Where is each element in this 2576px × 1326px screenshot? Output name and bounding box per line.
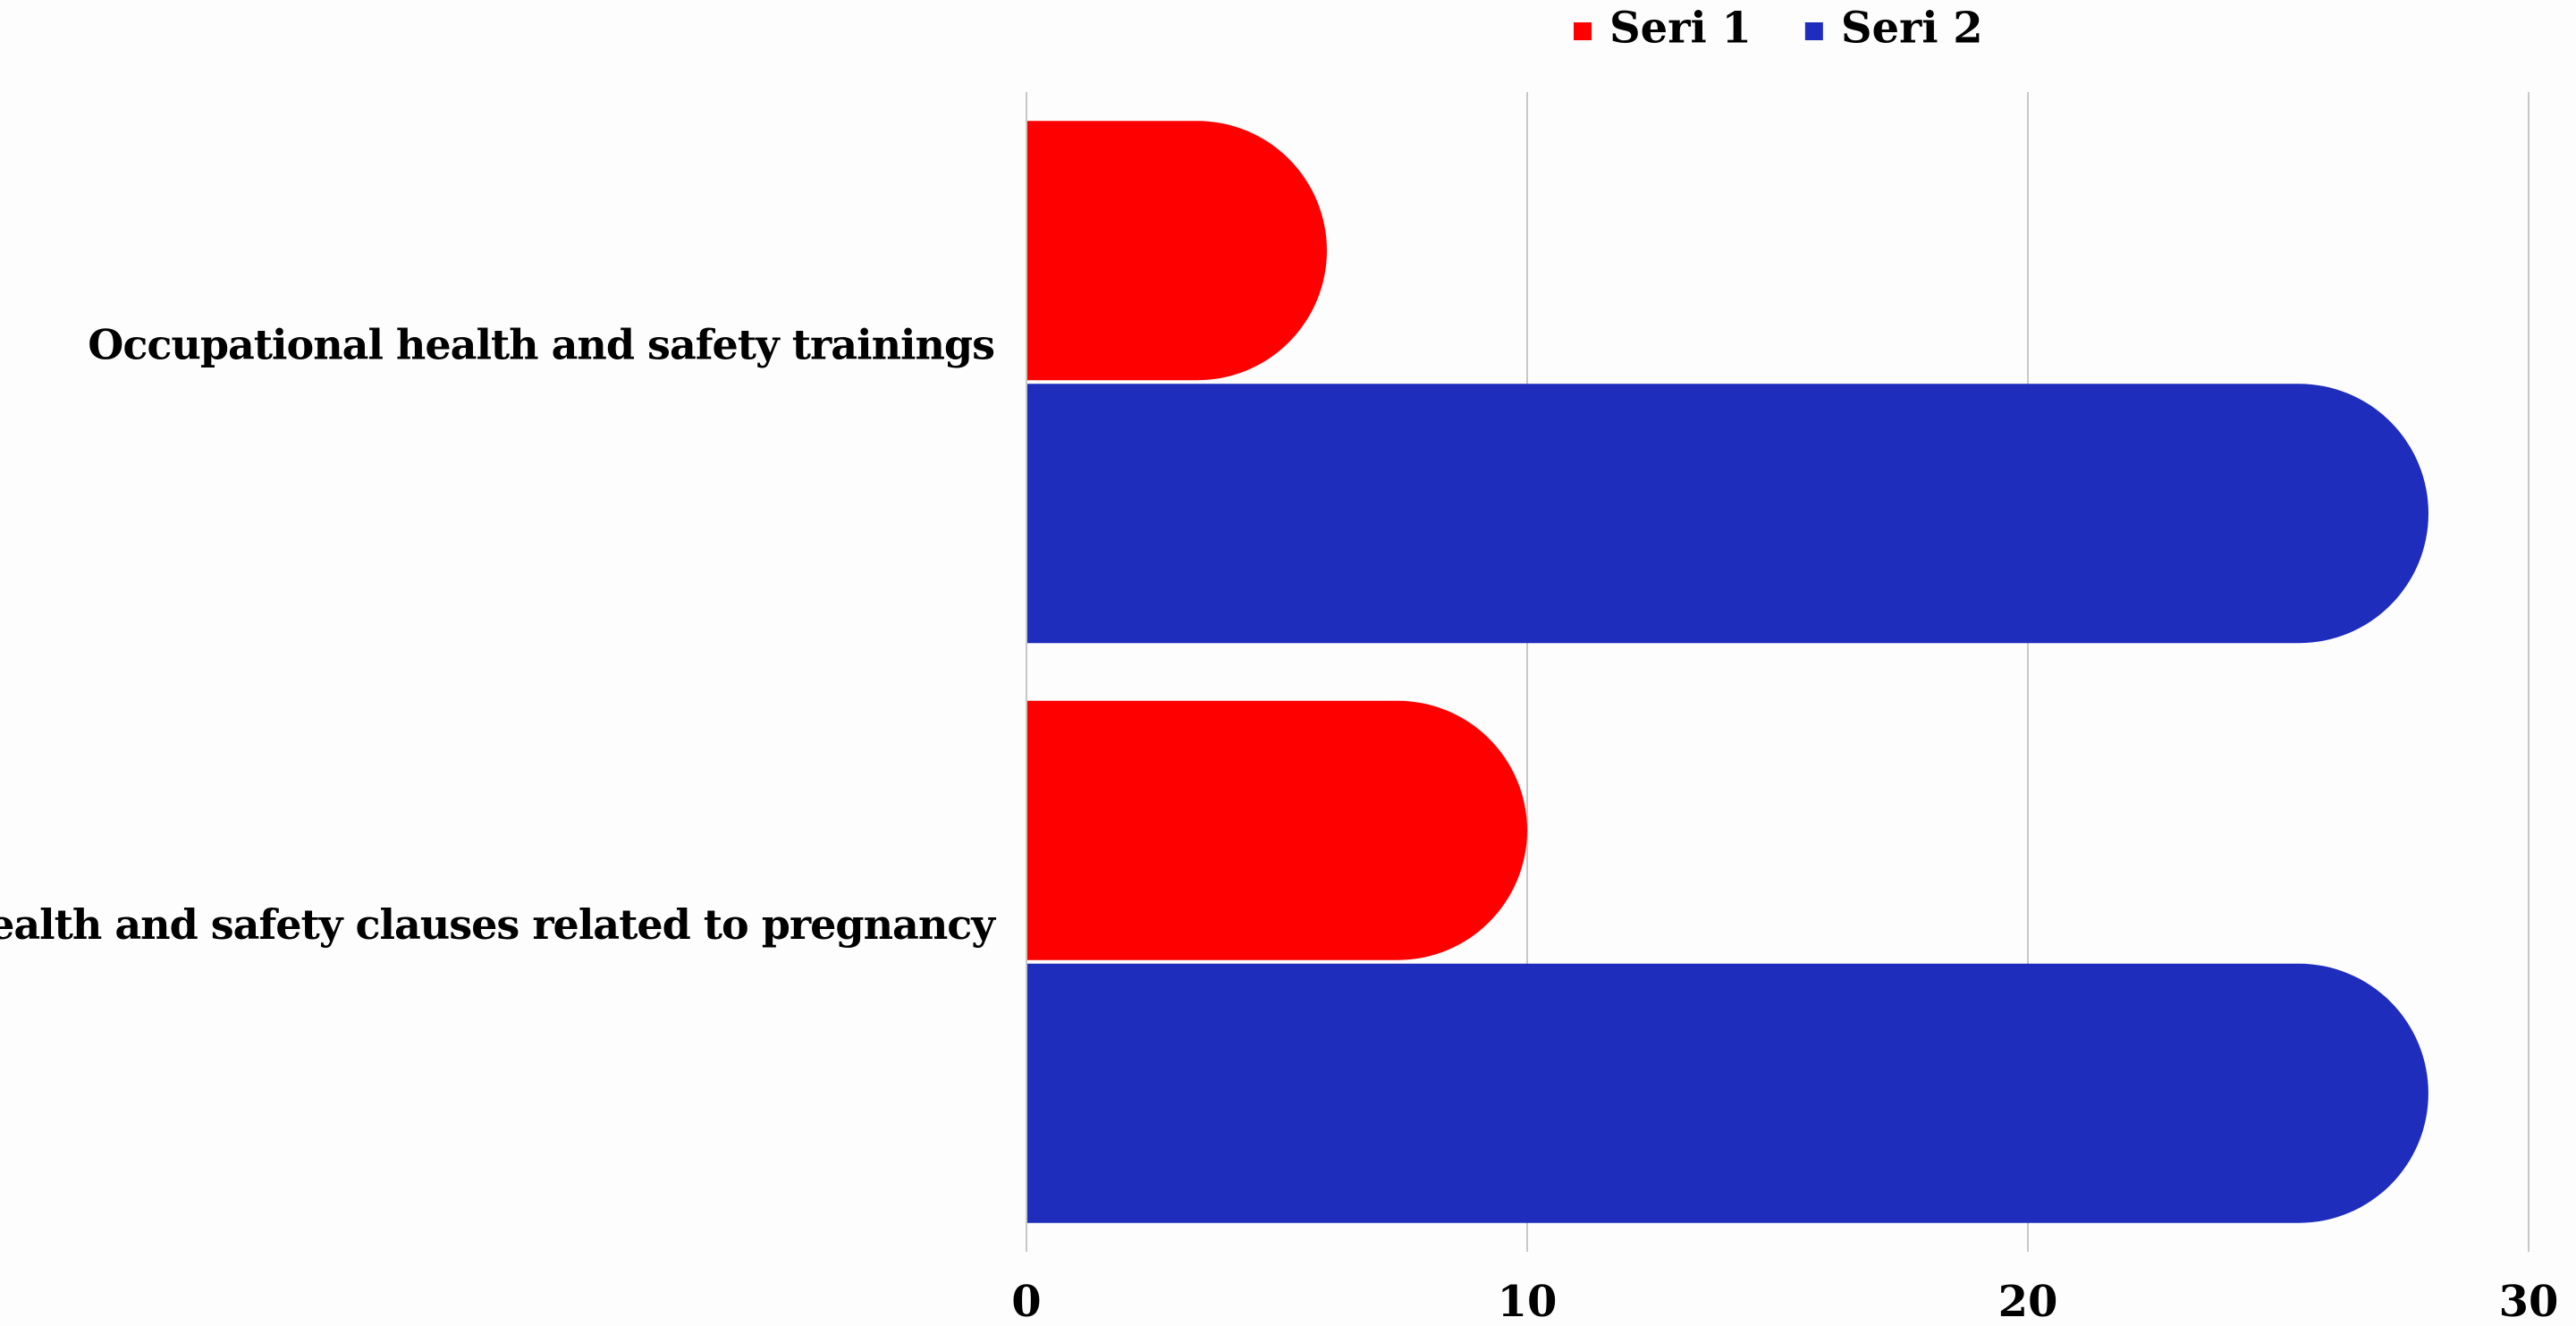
bar-seri-1-occupational-health-and-safety-trainings [1026,121,1327,381]
x-tick-label-10: 10 [1498,1277,1558,1326]
category-label-0: Occupational health and safety trainings [88,320,994,368]
legend-label-seri-2: Seri 2 [1841,4,1983,54]
category-labels: Occupational health and safety trainings… [0,320,997,949]
x-tick-label-20: 20 [1998,1277,2058,1326]
x-tick-label-30: 30 [2499,1277,2559,1326]
legend-label-seri-1: Seri 1 [1609,4,1752,54]
bar-seri-1-health-and-safety-clauses-related-to-pregnancy [1026,700,1527,960]
legend-swatch-seri-1 [1574,22,1592,40]
category-label-1: Health and safety clauses related to pre… [0,900,996,949]
x-tick-label-0: 0 [1011,1277,1041,1326]
legend-swatch-seri-2 [1804,22,1823,40]
bar-seri-2-occupational-health-and-safety-trainings [1026,384,2428,644]
legend: Seri 1 Seri 2 [1574,4,1983,54]
x-tick-labels: 0 10 20 30 [1011,1277,2558,1326]
bars [1026,121,2428,1223]
bar-seri-2-health-and-safety-clauses-related-to-pregnancy [1026,963,2428,1223]
